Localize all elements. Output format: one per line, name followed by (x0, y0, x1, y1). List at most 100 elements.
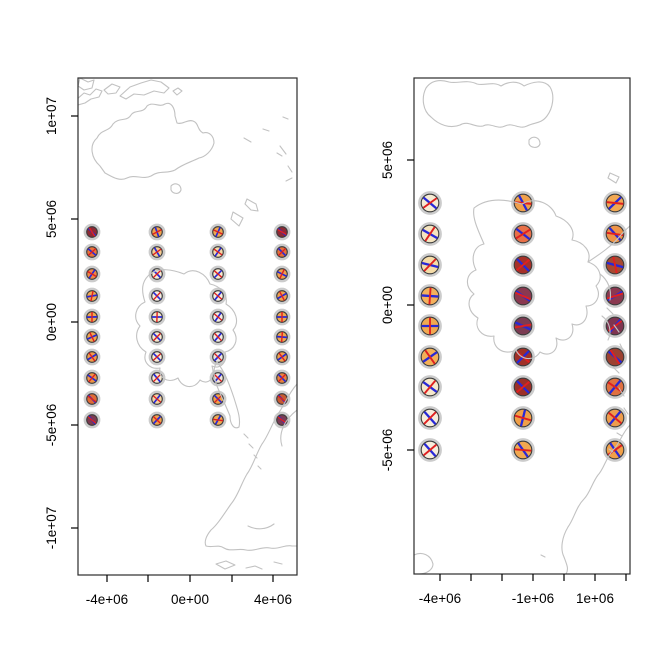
x-tick-label: -4e+06 (86, 592, 128, 607)
coastline (528, 136, 541, 148)
glyph-halo (603, 314, 627, 338)
glyph-chord (279, 291, 285, 301)
glyph-chord (88, 227, 96, 237)
pie-glyph (209, 411, 227, 429)
pie-glyph (511, 253, 535, 277)
pie-glyph (209, 390, 227, 408)
glyph-chord (606, 201, 624, 205)
glyph-chord (152, 332, 162, 342)
pie-glyph (209, 265, 227, 283)
glyph-chord (152, 353, 162, 361)
glyph-halo (273, 265, 291, 283)
x-tick-label: -4e+06 (419, 591, 461, 606)
glyph-chord (277, 247, 287, 257)
glyph-chord (152, 229, 162, 235)
glyph-chord (152, 269, 162, 279)
glyph-halo (273, 328, 291, 346)
glyph-halo (83, 348, 101, 366)
glyph-chord (152, 373, 162, 383)
pie-glyph (273, 308, 291, 326)
coastline (135, 269, 238, 388)
pie-glyph (148, 390, 166, 408)
glyph-chord (88, 352, 96, 362)
pie-glyph (273, 287, 291, 305)
coastline (230, 211, 244, 227)
glyph-halo (209, 223, 227, 241)
pie-glyph (418, 345, 442, 369)
glyph-halo (603, 438, 627, 462)
map-panel-right (414, 80, 630, 574)
pie-glyph (273, 390, 291, 408)
glyph-chord (213, 229, 223, 235)
glyph-chord (422, 197, 438, 209)
glyph-halo (148, 348, 166, 366)
coastline (599, 273, 612, 341)
pie-glyph (603, 438, 627, 462)
pie-glyph (511, 406, 535, 430)
glyph-halo (83, 390, 101, 408)
glyph-chord (213, 332, 223, 342)
pie-glyph (83, 243, 101, 261)
coastline (204, 383, 297, 551)
glyph-halo (209, 411, 227, 429)
glyph-chord (90, 290, 94, 302)
glyph-chord (213, 270, 223, 278)
glyph-halo (209, 308, 227, 326)
pie-glyph (418, 222, 442, 246)
pie-glyph (603, 406, 627, 430)
coastline (247, 409, 297, 530)
glyph-chord (422, 443, 438, 457)
glyph-chord (612, 256, 618, 274)
glyph-halo (148, 411, 166, 429)
glyph-chord (213, 394, 223, 404)
glyph-halo (83, 369, 101, 387)
pie-glyph (83, 348, 101, 366)
coastline (608, 432, 623, 453)
panel-border (413, 77, 631, 575)
glyph-halo (209, 390, 227, 408)
glyph-chord (279, 269, 285, 279)
glyph-halo (148, 223, 166, 241)
pie-glyph (418, 314, 442, 338)
pie-glyph (511, 284, 535, 308)
glyph-halo (418, 284, 442, 308)
glyph-halo (418, 191, 442, 215)
glyph-halo (418, 253, 442, 277)
glyph-halo (209, 369, 227, 387)
glyph-halo (418, 406, 442, 430)
glyph-halo (511, 314, 535, 338)
glyph-halo (148, 287, 166, 305)
glyph-chord (424, 226, 436, 242)
pie-glyph (603, 191, 627, 215)
glyph-halo (148, 328, 166, 346)
coastline (213, 361, 241, 429)
glyph-chord (87, 395, 97, 403)
x-tick-label: 1e+06 (576, 591, 614, 606)
pie-glyph (209, 328, 227, 346)
glyph-chord (213, 313, 223, 321)
glyph-halo (273, 369, 291, 387)
glyph-chord (428, 287, 432, 305)
panel-border (77, 77, 298, 576)
glyph-chord (212, 418, 224, 422)
glyph-chord (423, 258, 437, 272)
pie-glyph (273, 369, 291, 387)
glyph-halo (511, 438, 535, 462)
coastline (607, 172, 620, 184)
glyph-chord (213, 352, 223, 362)
pie-glyph (83, 308, 101, 326)
glyph-halo (209, 328, 227, 346)
glyph-chord (277, 395, 287, 403)
pie-glyph (148, 265, 166, 283)
coastline (243, 116, 293, 182)
glyph-chord (277, 373, 287, 383)
glyph-chord (278, 352, 286, 362)
pie-glyph (148, 223, 166, 241)
glyph-halo (83, 223, 101, 241)
glyph-chord (152, 395, 162, 403)
map-panel-left (78, 78, 297, 570)
glyph-chord (153, 291, 161, 301)
pie-glyph (603, 375, 627, 399)
pie-glyph (511, 375, 535, 399)
glyph-halo (603, 222, 627, 246)
